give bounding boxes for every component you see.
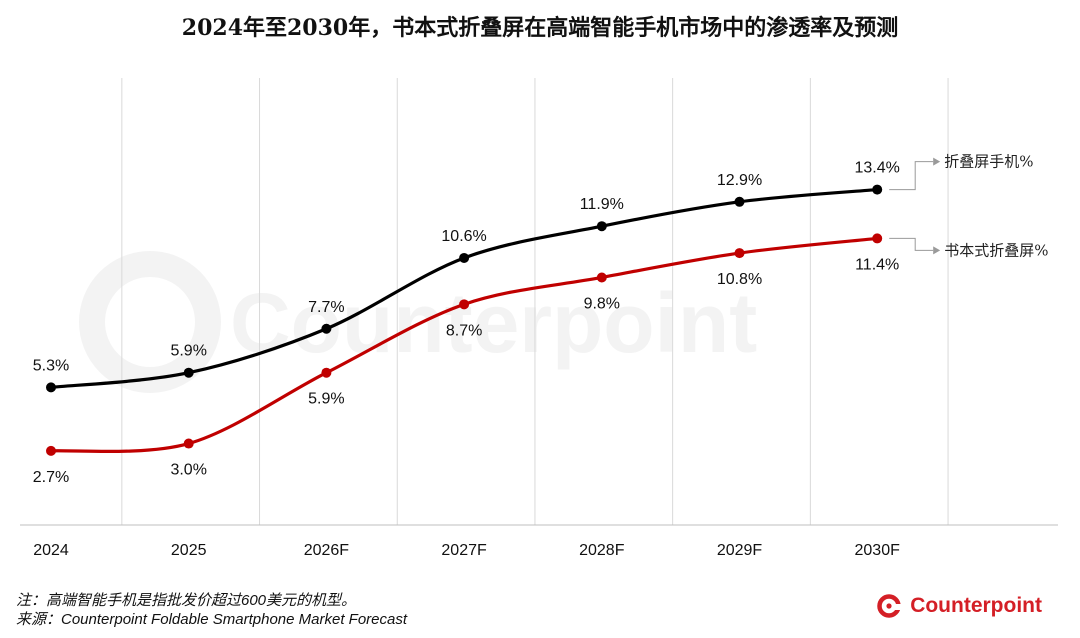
legend-connector	[889, 237, 934, 251]
x-tick-label: 2030F	[855, 542, 901, 559]
legend-label: 折叠屏手机%	[944, 153, 1033, 171]
data-point	[321, 323, 332, 334]
legend-label: 书本式折叠屏%	[944, 241, 1048, 259]
legend-arrow-icon	[933, 246, 941, 255]
brand-logo: Counterpoint	[876, 593, 1042, 619]
data-label: 11.4%	[855, 256, 899, 273]
footnote: 注：高端智能手机是指批发价超过600美元的机型。 来源：Counterpoint…	[16, 591, 407, 629]
data-point	[321, 367, 332, 378]
data-label: 10.8%	[717, 271, 762, 288]
watermark: Counterpoint	[79, 251, 757, 393]
data-label: 9.8%	[584, 295, 620, 312]
legend-arrow-icon	[933, 157, 941, 166]
watermark-text: Counterpoint	[230, 276, 757, 370]
brand-name: Counterpoint	[910, 594, 1042, 617]
x-tick-label: 2026F	[304, 542, 350, 559]
data-label: 8.7%	[446, 322, 482, 339]
x-tick-label: 2024	[33, 542, 69, 559]
gridlines	[20, 78, 1058, 526]
data-points	[46, 184, 883, 456]
data-label: 10.6%	[441, 228, 486, 245]
data-point	[183, 367, 194, 378]
data-point	[596, 221, 607, 232]
data-point	[459, 299, 470, 310]
x-tick-label: 2025	[171, 542, 207, 559]
data-point	[459, 252, 470, 263]
data-point	[872, 184, 883, 195]
data-point	[734, 196, 745, 207]
data-point	[183, 438, 194, 449]
data-label: 2.7%	[33, 469, 69, 486]
data-point	[46, 445, 56, 456]
data-label: 12.9%	[717, 172, 762, 189]
legend: 折叠屏手机% 书本式折叠屏%	[889, 153, 1048, 259]
data-label: 5.9%	[170, 343, 206, 360]
data-label: 11.9%	[580, 196, 624, 213]
watermark-logo	[79, 251, 221, 393]
data-label: 5.3%	[33, 357, 69, 374]
chart-title: 2024年至2030年，书本式折叠屏在高端智能手机市场中的渗透率及预测	[181, 15, 899, 41]
x-tick-label: 2029F	[717, 542, 763, 559]
legend-connector	[889, 161, 934, 191]
counterpoint-logo-icon	[877, 594, 903, 618]
footnote-note: 注：高端智能手机是指批发价超过600美元的机型。	[16, 592, 357, 609]
data-label: 13.4%	[855, 160, 900, 177]
data-point	[46, 382, 56, 393]
data-point	[734, 248, 745, 259]
x-tick-label: 2027F	[441, 542, 487, 559]
x-axis-ticks: 2024 2025 2026F 2027F 2028F 2029F 2030F	[33, 542, 900, 559]
data-label: 5.9%	[308, 391, 344, 408]
data-point	[872, 233, 883, 244]
data-point	[596, 272, 607, 283]
data-label: 7.7%	[308, 299, 344, 316]
line-chart: Counterpoint 2024 2025 2026F 2027F 2028F 2029…	[20, 78, 1058, 559]
data-label: 3.0%	[170, 462, 206, 479]
footnote-source: 来源：Counterpoint Foldable Smartphone Mark…	[16, 611, 408, 628]
x-tick-label: 2028F	[579, 542, 625, 559]
data-labels: 5.3% 5.9% 7.7% 10.6% 11.9% 12.9% 13.4% 2.7% 3.0%…	[33, 160, 900, 486]
